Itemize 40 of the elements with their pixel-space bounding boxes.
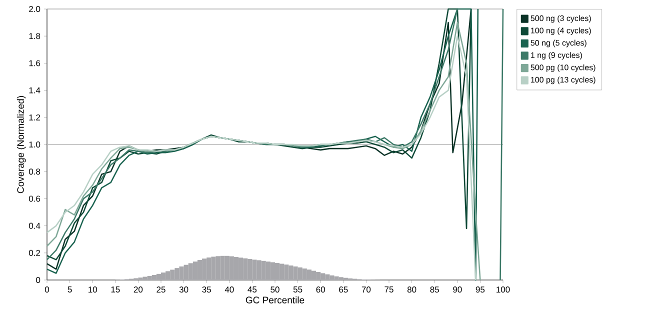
y-tick-label: 2.0 (29, 6, 40, 12)
x-axis-title: GC Percentile (246, 296, 304, 304)
y-tick-label: 1.0 (29, 142, 40, 148)
x-tick-label: 45 (248, 286, 257, 292)
y-tick-label: 1.6 (29, 60, 40, 66)
legend-label: 100 ng (4 cycles) (531, 27, 591, 35)
legend-label: 1 ng (9 cycles) (531, 52, 582, 60)
x-tick-label: 50 (270, 286, 280, 293)
x-tick-label: 25 (156, 286, 166, 293)
x-tick-label: 90 (453, 286, 462, 293)
x-tick-label: 75 (384, 286, 394, 292)
y-tick-label: 0 (36, 277, 40, 284)
y-tick-label: 0.2 (28, 250, 40, 256)
legend-label: 50 ng (5 cycles) (530, 40, 586, 48)
x-tick-label: 95 (476, 286, 485, 293)
x-tick-label: 0 (44, 286, 50, 293)
x-tick-label: 30 (179, 286, 188, 293)
y-tick-label: 0.6 (28, 196, 40, 202)
x-tick-label: 70 (362, 286, 371, 293)
y-tick-label: 0.4 (28, 222, 40, 229)
x-tick-label: 35 (202, 286, 211, 293)
x-tick-label: 40 (224, 286, 234, 293)
x-tick-label: 60 (316, 286, 325, 293)
legend-label: 100 pg (13 cycles) (531, 76, 596, 84)
y-axis-title: Coverage (Normalized) (16, 96, 26, 194)
x-tick-label: 85 (430, 286, 439, 293)
y-tick-label: 1.2 (29, 114, 40, 120)
x-tick-label: 100 (496, 286, 510, 293)
x-tick-label: 10 (88, 286, 97, 293)
y-tick-label: 1.4 (29, 87, 40, 94)
x-tick-label: 20 (134, 286, 143, 293)
y-tick-label: 1.8 (29, 33, 40, 40)
legend-label: 500 ng (3 cycles) (530, 15, 591, 23)
x-tick-label: 5 (68, 286, 72, 292)
x-tick-label: 55 (293, 286, 302, 292)
x-tick-label: 15 (111, 286, 120, 292)
x-tick-label: 80 (407, 286, 416, 293)
y-tick-label: 0.8 (28, 168, 40, 175)
legend-label: 500 pg (10 cycles) (530, 64, 596, 72)
x-tick-label: 65 (339, 286, 348, 293)
